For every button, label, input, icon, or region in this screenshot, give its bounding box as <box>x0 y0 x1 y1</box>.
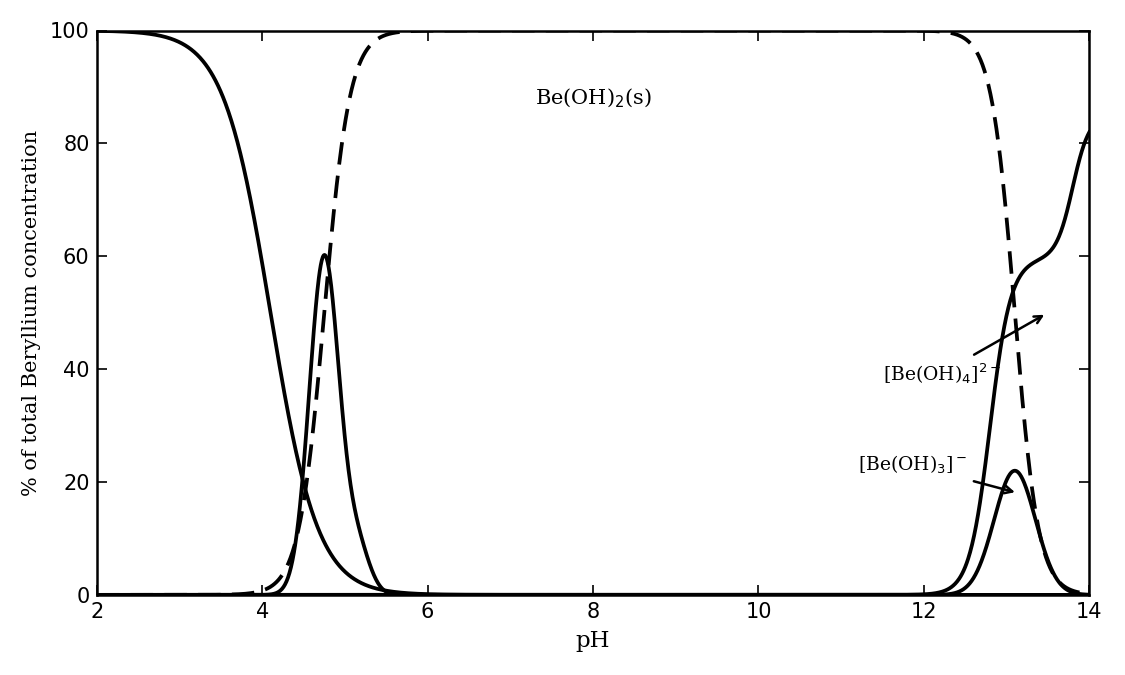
Text: [Be(OH)$_3$]$^-$: [Be(OH)$_3$]$^-$ <box>857 454 1012 493</box>
Text: Be(OH)$_2$(s): Be(OH)$_2$(s) <box>534 86 651 110</box>
X-axis label: pH: pH <box>576 630 610 653</box>
Text: [Be(OH)$_4$]$^{2-}$: [Be(OH)$_4$]$^{2-}$ <box>882 316 1042 385</box>
Y-axis label: % of total Beryllium concentration: % of total Beryllium concentration <box>22 130 42 495</box>
